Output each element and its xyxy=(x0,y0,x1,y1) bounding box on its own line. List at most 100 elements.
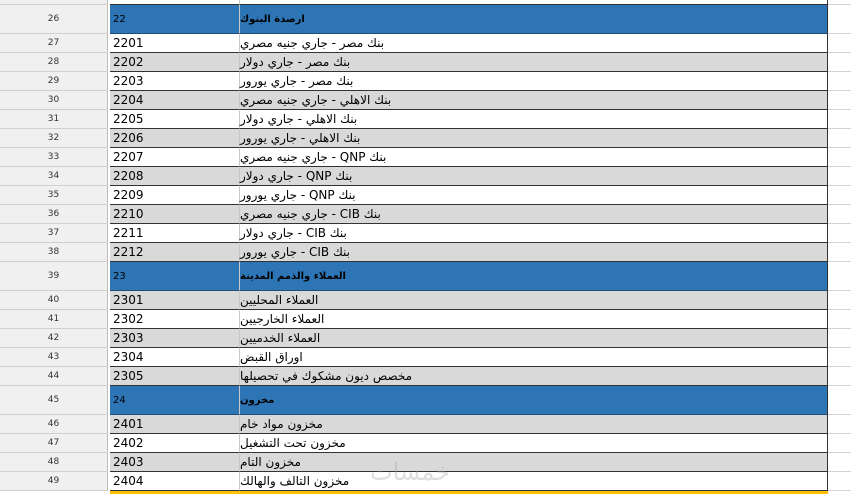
code-cell: 2204 xyxy=(110,91,240,110)
name-cell: بنك QNP - جاري دولار xyxy=(240,167,828,186)
account-row: 41 2302 العملاء الخارجيين xyxy=(0,310,851,329)
empty-cell xyxy=(828,291,851,310)
name-cell-text: مخزون تحت التشغيل xyxy=(240,436,346,450)
name-cell: اوراق القبض xyxy=(240,348,828,367)
account-row: 44 2305 مخصص ديون مشكوك في تحصيلها xyxy=(0,367,851,386)
code-cell: 2401 xyxy=(110,415,240,434)
account-row: 40 2301 العملاء المحليين xyxy=(0,291,851,310)
row-number-text: 39 xyxy=(47,271,60,281)
row-number-text: 31 xyxy=(47,114,60,124)
account-row: 29 2203 بنك مصر - جاري يورور xyxy=(0,72,851,91)
account-row: 27 2201 بنك مصر - جاري جنيه مصري xyxy=(0,34,851,53)
account-row: 43 2304 اوراق القبض xyxy=(0,348,851,367)
row-number-text: 28 xyxy=(47,57,60,67)
row-number: 45 xyxy=(0,386,108,415)
account-row: 30 2204 بنك الاهلي - جاري جنيه مصري xyxy=(0,91,851,110)
name-cell: بنك CIB - جاري دولار xyxy=(240,224,828,243)
name-cell-text: بنك QNP - جاري دولار xyxy=(240,169,353,183)
code-cell-text: 2205 xyxy=(113,112,144,126)
name-cell: العملاء المحليين xyxy=(240,291,828,310)
empty-cell xyxy=(828,329,851,348)
code-cell-text: 2404 xyxy=(113,474,144,488)
empty-cell xyxy=(828,53,851,72)
code-cell-text: 2302 xyxy=(113,312,144,326)
section-header-row: 45 24 مخزون xyxy=(0,386,851,415)
code-cell-text: 2401 xyxy=(113,417,144,431)
empty-cell xyxy=(828,167,851,186)
empty-cell xyxy=(828,110,851,129)
code-cell-text: 2304 xyxy=(113,350,144,364)
code-cell: 2403 xyxy=(110,453,240,472)
row-number-text: 49 xyxy=(47,476,60,486)
code-cell-text: 2305 xyxy=(113,369,144,383)
account-row: 33 2207 بنك QNP - جاري جنيه مصري xyxy=(0,148,851,167)
row-number: 38 xyxy=(0,243,108,262)
row-number-text: 26 xyxy=(47,14,60,24)
empty-cell xyxy=(828,186,851,205)
row-number-text: 36 xyxy=(47,209,60,219)
empty-cell xyxy=(828,243,851,262)
name-cell-text: مخزون xyxy=(240,394,275,406)
code-cell-text: 2203 xyxy=(113,74,144,88)
code-cell: 2210 xyxy=(110,205,240,224)
code-cell-text: 23 xyxy=(113,270,126,282)
row-number-text: 40 xyxy=(47,295,60,305)
empty-cell xyxy=(828,205,851,224)
name-cell-text: العملاء والذمم المدينة xyxy=(240,270,346,282)
code-cell-text: 2301 xyxy=(113,293,144,307)
name-cell-text: العملاء المحليين xyxy=(240,293,319,307)
row-number: 32 xyxy=(0,129,108,148)
empty-cell xyxy=(828,367,851,386)
name-cell: بنك مصر - جاري يورور xyxy=(240,72,828,91)
code-cell: 2402 xyxy=(110,434,240,453)
name-cell: بنك CIB - جاري جنيه مصري xyxy=(240,205,828,224)
name-cell: بنك الاهلي - جاري دولار xyxy=(240,110,828,129)
code-cell: 2404 xyxy=(110,472,240,491)
row-number: 42 xyxy=(0,329,108,348)
name-cell: بنك QNP - جاري يورور xyxy=(240,186,828,205)
account-row: 32 2206 بنك الاهلي - جاري يورور xyxy=(0,129,851,148)
row-number-text: 48 xyxy=(47,457,60,467)
code-cell: 2304 xyxy=(110,348,240,367)
empty-cell xyxy=(828,72,851,91)
row-number: 25 xyxy=(0,0,108,5)
row-number-text: 37 xyxy=(47,228,60,238)
row-number: 40 xyxy=(0,291,108,310)
empty-cell xyxy=(828,5,851,34)
name-cell: مخزون تحت التشغيل xyxy=(240,434,828,453)
name-cell-text: العملاء الخدميين xyxy=(240,331,321,345)
name-cell: مخصص ديون مشكوك في تحصيلها xyxy=(240,367,828,386)
row-number: 28 xyxy=(0,53,108,72)
name-cell-text: مخزون مواد خام xyxy=(240,417,323,431)
empty-cell xyxy=(828,129,851,148)
row-number: 41 xyxy=(0,310,108,329)
code-cell-text: 2402 xyxy=(113,436,144,450)
row-number: 29 xyxy=(0,72,108,91)
empty-cell xyxy=(828,310,851,329)
row-number: 34 xyxy=(0,167,108,186)
code-cell: 2301 xyxy=(110,291,240,310)
name-cell: مخزون التام xyxy=(240,453,828,472)
row-number-text: 43 xyxy=(47,352,60,362)
row-number: 49 xyxy=(0,472,108,491)
empty-cell xyxy=(828,348,851,367)
name-cell-text: مخزون التام xyxy=(240,455,301,469)
account-row: 48 2403 مخزون التام xyxy=(0,453,851,472)
code-cell-text: 2206 xyxy=(113,131,144,145)
account-row: 38 2212 بنك CIB - جاري يورور xyxy=(0,243,851,262)
code-cell-text: 2211 xyxy=(113,226,144,240)
name-cell xyxy=(240,0,828,5)
account-row: 36 2210 بنك CIB - جاري جنيه مصري xyxy=(0,205,851,224)
row-number-text: 34 xyxy=(47,171,60,181)
code-cell-text: 2403 xyxy=(113,455,144,469)
empty-cell xyxy=(828,415,851,434)
row-number-text: 33 xyxy=(47,152,60,162)
name-cell: مخزون xyxy=(240,386,828,415)
code-cell: 2211 xyxy=(110,224,240,243)
empty-cell xyxy=(828,472,851,491)
row-number-text: 45 xyxy=(47,395,60,405)
account-row: 31 2205 بنك الاهلي - جاري دولار xyxy=(0,110,851,129)
empty-cell xyxy=(828,148,851,167)
account-row: 28 2202 بنك مصر - جاري دولار xyxy=(0,53,851,72)
